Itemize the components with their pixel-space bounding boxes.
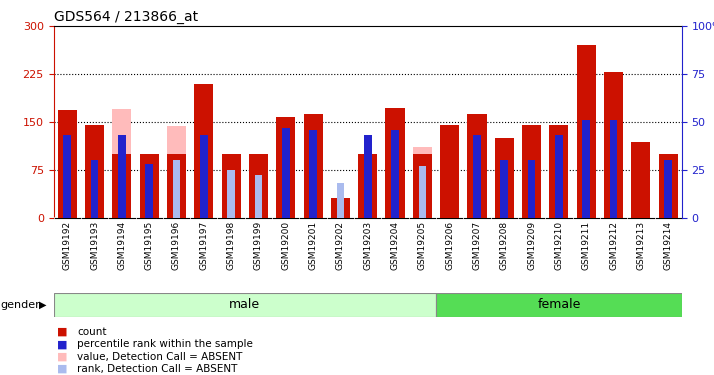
Text: count: count xyxy=(77,327,106,337)
Text: GSM19197: GSM19197 xyxy=(199,221,208,270)
Bar xyxy=(468,114,486,218)
Bar xyxy=(658,154,678,218)
Bar xyxy=(555,135,563,218)
Bar xyxy=(528,160,536,218)
Text: percentile rank within the sample: percentile rank within the sample xyxy=(77,339,253,349)
Text: ■: ■ xyxy=(57,339,68,349)
Text: male: male xyxy=(229,298,261,311)
Bar xyxy=(577,45,595,218)
Text: GSM19200: GSM19200 xyxy=(281,221,291,270)
Bar xyxy=(200,135,208,218)
Bar xyxy=(64,135,71,218)
Text: ■: ■ xyxy=(57,364,68,374)
Text: GSM19205: GSM19205 xyxy=(418,221,427,270)
Text: ▶: ▶ xyxy=(39,300,47,310)
Bar xyxy=(112,154,131,218)
Bar xyxy=(549,125,568,218)
Bar xyxy=(331,202,350,217)
Bar xyxy=(167,154,186,218)
Bar xyxy=(364,135,371,218)
Text: GSM19207: GSM19207 xyxy=(473,221,481,270)
Bar xyxy=(495,138,514,218)
Bar xyxy=(413,147,432,218)
Bar xyxy=(331,198,350,217)
Text: GSM19213: GSM19213 xyxy=(636,221,645,270)
Text: GSM19206: GSM19206 xyxy=(445,221,454,270)
Bar xyxy=(58,110,77,218)
Bar xyxy=(413,154,432,218)
Bar xyxy=(610,120,618,218)
Text: GSM19201: GSM19201 xyxy=(308,221,318,270)
Bar xyxy=(146,164,153,218)
Bar xyxy=(282,128,290,218)
Bar xyxy=(221,154,241,218)
Text: GSM19202: GSM19202 xyxy=(336,221,345,270)
Bar xyxy=(522,160,541,218)
Bar xyxy=(112,109,131,217)
Text: GSM19199: GSM19199 xyxy=(254,221,263,270)
Bar xyxy=(91,160,99,218)
Bar xyxy=(358,154,377,218)
Bar xyxy=(418,166,426,218)
Text: gender: gender xyxy=(1,300,41,310)
Text: GSM19214: GSM19214 xyxy=(664,221,673,270)
Bar xyxy=(336,183,344,218)
Text: ■: ■ xyxy=(57,352,68,362)
Text: GSM19195: GSM19195 xyxy=(145,221,154,270)
Text: GSM19194: GSM19194 xyxy=(117,221,126,270)
Text: GSM19204: GSM19204 xyxy=(391,221,400,270)
Bar xyxy=(221,154,241,218)
Bar xyxy=(631,142,650,218)
Bar xyxy=(194,84,213,218)
Text: GSM19210: GSM19210 xyxy=(555,221,563,270)
Text: GSM19209: GSM19209 xyxy=(527,221,536,270)
Text: female: female xyxy=(537,298,580,311)
Bar xyxy=(386,108,405,218)
Bar xyxy=(140,154,159,218)
Bar xyxy=(276,117,296,218)
Text: GSM19193: GSM19193 xyxy=(90,221,99,270)
Bar xyxy=(167,126,186,218)
Bar xyxy=(358,154,377,218)
Text: GSM19212: GSM19212 xyxy=(609,221,618,270)
Bar xyxy=(440,125,459,218)
Text: GSM19196: GSM19196 xyxy=(172,221,181,270)
Bar xyxy=(604,72,623,217)
Bar xyxy=(255,176,262,217)
Bar xyxy=(249,174,268,217)
Bar xyxy=(173,160,181,218)
Bar xyxy=(85,125,104,218)
Text: GSM19203: GSM19203 xyxy=(363,221,372,270)
Text: GDS564 / 213866_at: GDS564 / 213866_at xyxy=(54,10,198,24)
Bar xyxy=(303,114,323,218)
Text: value, Detection Call = ABSENT: value, Detection Call = ABSENT xyxy=(77,352,243,362)
Bar xyxy=(118,135,126,218)
Text: GSM19192: GSM19192 xyxy=(63,221,71,270)
Text: rank, Detection Call = ABSENT: rank, Detection Call = ABSENT xyxy=(77,364,238,374)
Bar xyxy=(473,135,481,218)
Text: ■: ■ xyxy=(57,327,68,337)
Bar xyxy=(309,129,317,218)
Text: GSM19211: GSM19211 xyxy=(582,221,590,270)
Bar xyxy=(583,120,590,218)
Bar xyxy=(227,170,235,217)
Bar xyxy=(249,154,268,218)
Text: GSM19198: GSM19198 xyxy=(226,221,236,270)
Bar xyxy=(501,160,508,218)
Bar xyxy=(391,129,399,218)
Bar xyxy=(665,160,672,218)
Bar xyxy=(522,125,541,218)
Bar xyxy=(436,292,682,317)
Bar xyxy=(54,292,436,317)
Text: GSM19208: GSM19208 xyxy=(500,221,509,270)
